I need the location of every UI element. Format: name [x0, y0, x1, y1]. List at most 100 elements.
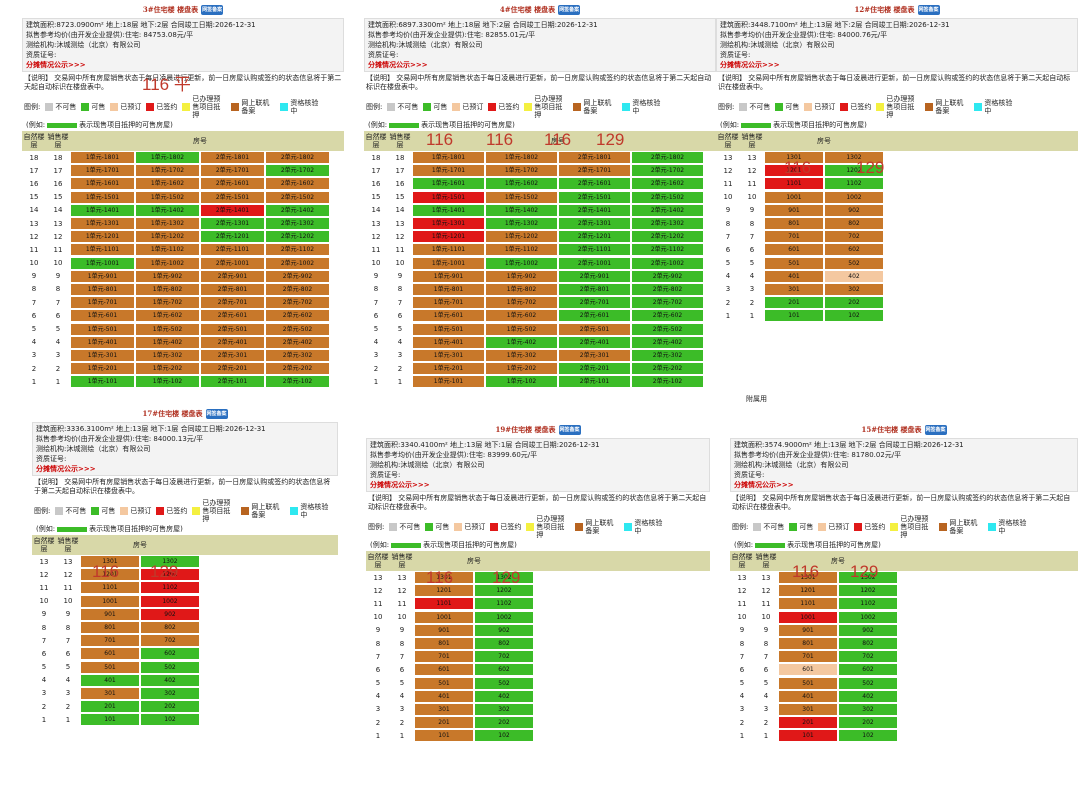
unit-cell[interactable]: 2单元-701 [559, 297, 630, 309]
unit-cell[interactable]: 801 [779, 638, 837, 650]
unit-cell[interactable]: 2单元-302 [266, 349, 329, 361]
unit-cell[interactable]: 201 [765, 297, 823, 309]
unit-cell[interactable]: 701 [415, 651, 473, 663]
unit-cell[interactable]: 2单元-1001 [559, 257, 630, 269]
unit-cell[interactable]: 1单元-1701 [413, 165, 484, 177]
unit-cell[interactable]: 802 [141, 622, 199, 634]
unit-cell[interactable]: 2单元-1501 [201, 191, 264, 203]
unit-cell[interactable]: 601 [81, 648, 139, 660]
unit-cell[interactable]: 1单元-1802 [136, 152, 199, 164]
unit-cell[interactable]: 601 [779, 664, 837, 676]
unit-cell[interactable]: 2单元-702 [632, 297, 703, 309]
unit-cell[interactable]: 1302 [839, 572, 897, 584]
unit-cell[interactable]: 1201 [779, 585, 837, 597]
unit-cell[interactable]: 1单元-201 [71, 363, 134, 375]
unit-cell[interactable]: 2单元-101 [201, 376, 264, 388]
unit-cell[interactable]: 1单元-101 [413, 376, 484, 388]
unit-cell[interactable]: 1001 [415, 611, 473, 623]
unit-cell[interactable]: 102 [475, 730, 533, 742]
unit-cell[interactable]: 901 [765, 204, 823, 216]
sale-share-link[interactable]: 分摊情况公示>>> [734, 481, 794, 489]
unit-cell[interactable]: 1单元-301 [71, 349, 134, 361]
unit-cell[interactable]: 1101 [765, 178, 823, 190]
unit-cell[interactable]: 101 [765, 310, 823, 322]
unit-cell[interactable]: 2单元-502 [266, 323, 329, 335]
unit-cell[interactable]: 1单元-801 [71, 283, 134, 295]
unit-cell[interactable]: 2单元-1602 [266, 178, 329, 190]
unit-cell[interactable]: 401 [81, 674, 139, 686]
unit-cell[interactable]: 102 [141, 714, 199, 726]
unit-cell[interactable]: 702 [475, 651, 533, 663]
unit-cell[interactable]: 201 [81, 701, 139, 713]
unit-cell[interactable]: 1单元-1402 [136, 204, 199, 216]
unit-cell[interactable]: 2单元-1702 [266, 165, 329, 177]
unit-cell[interactable]: 2单元-901 [201, 270, 264, 282]
unit-cell[interactable]: 102 [839, 730, 897, 742]
unit-cell[interactable]: 1101 [779, 598, 837, 610]
unit-cell[interactable]: 1单元-1602 [136, 178, 199, 190]
unit-cell[interactable]: 1单元-1602 [486, 178, 557, 190]
unit-cell[interactable]: 1单元-1702 [136, 165, 199, 177]
unit-cell[interactable]: 2单元-902 [632, 270, 703, 282]
unit-cell[interactable]: 1单元-1401 [71, 204, 134, 216]
unit-cell[interactable]: 2单元-601 [201, 310, 264, 322]
unit-cell[interactable]: 1单元-1801 [71, 152, 134, 164]
unit-cell[interactable]: 201 [779, 717, 837, 729]
unit-cell[interactable]: 201 [415, 717, 473, 729]
unit-cell[interactable]: 1单元-1002 [486, 257, 557, 269]
unit-cell[interactable]: 702 [141, 635, 199, 647]
unit-cell[interactable]: 1单元-602 [486, 310, 557, 322]
unit-cell[interactable]: 2单元-802 [266, 283, 329, 295]
unit-cell[interactable]: 1单元-202 [136, 363, 199, 375]
unit-cell[interactable]: 2单元-602 [632, 310, 703, 322]
unit-cell[interactable]: 701 [765, 231, 823, 243]
unit-cell[interactable]: 1单元-201 [413, 363, 484, 375]
unit-cell[interactable]: 2单元-301 [559, 349, 630, 361]
unit-cell[interactable]: 1单元-902 [486, 270, 557, 282]
unit-cell[interactable]: 302 [825, 283, 883, 295]
unit-cell[interactable]: 202 [475, 717, 533, 729]
unit-cell[interactable]: 2单元-401 [201, 336, 264, 348]
unit-cell[interactable]: 2单元-1401 [559, 204, 630, 216]
unit-cell[interactable]: 1201 [765, 165, 823, 177]
unit-cell[interactable]: 102 [825, 310, 883, 322]
unit-cell[interactable]: 801 [415, 638, 473, 650]
unit-cell[interactable]: 1101 [415, 598, 473, 610]
unit-cell[interactable]: 2单元-1502 [266, 191, 329, 203]
unit-cell[interactable]: 2单元-201 [559, 363, 630, 375]
unit-cell[interactable]: 2单元-201 [201, 363, 264, 375]
unit-cell[interactable]: 1单元-702 [136, 297, 199, 309]
unit-cell[interactable]: 1单元-802 [486, 283, 557, 295]
unit-cell[interactable]: 202 [839, 717, 897, 729]
unit-cell[interactable]: 1单元-401 [413, 336, 484, 348]
unit-cell[interactable]: 502 [839, 677, 897, 689]
unit-cell[interactable]: 2单元-1301 [559, 218, 630, 230]
unit-cell[interactable]: 1单元-901 [413, 270, 484, 282]
unit-cell[interactable]: 2单元-1402 [266, 204, 329, 216]
unit-cell[interactable]: 2单元-1102 [632, 244, 703, 256]
unit-cell[interactable]: 902 [141, 608, 199, 620]
unit-cell[interactable]: 2单元-1002 [632, 257, 703, 269]
unit-cell[interactable]: 501 [765, 257, 823, 269]
unit-cell[interactable]: 1单元-102 [486, 376, 557, 388]
unit-cell[interactable]: 1单元-801 [413, 283, 484, 295]
sale-share-link[interactable]: 分摊情况公示>>> [26, 61, 86, 69]
unit-cell[interactable]: 1单元-701 [413, 297, 484, 309]
unit-cell[interactable]: 1单元-1601 [413, 178, 484, 190]
unit-cell[interactable]: 702 [839, 651, 897, 663]
unit-cell[interactable]: 2单元-1802 [266, 152, 329, 164]
unit-cell[interactable]: 1单元-101 [71, 376, 134, 388]
unit-cell[interactable]: 2单元-1601 [201, 178, 264, 190]
unit-cell[interactable]: 2单元-1502 [632, 191, 703, 203]
unit-cell[interactable]: 2单元-1701 [559, 165, 630, 177]
unit-cell[interactable]: 1单元-1201 [71, 231, 134, 243]
unit-cell[interactable]: 2单元-302 [632, 349, 703, 361]
unit-cell[interactable]: 2单元-502 [632, 323, 703, 335]
unit-cell[interactable]: 2单元-402 [266, 336, 329, 348]
unit-cell[interactable]: 1单元-502 [136, 323, 199, 335]
unit-cell[interactable]: 2单元-202 [632, 363, 703, 375]
unit-cell[interactable]: 2单元-1302 [266, 218, 329, 230]
unit-cell[interactable]: 2单元-702 [266, 297, 329, 309]
unit-cell[interactable]: 801 [81, 622, 139, 634]
unit-cell[interactable]: 1单元-1302 [486, 218, 557, 230]
